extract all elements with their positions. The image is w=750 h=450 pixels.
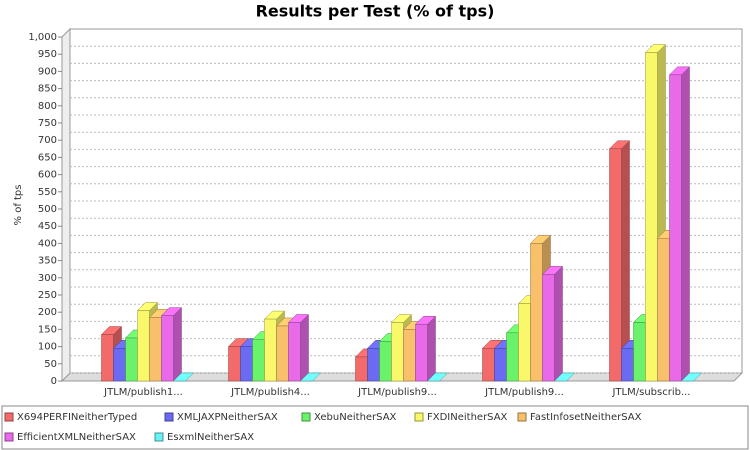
bar-top (553, 372, 576, 382)
y-tick-label: 100 (38, 342, 57, 353)
bar (137, 310, 150, 382)
bar (542, 274, 555, 382)
bar (101, 334, 114, 382)
bar-top (172, 372, 195, 382)
bar (403, 329, 416, 382)
y-tick-label: 600 (38, 170, 57, 181)
y-tick-label: 500 (38, 204, 57, 215)
legend-swatch (414, 412, 424, 422)
bar (609, 148, 622, 382)
bar (379, 341, 392, 382)
bar (415, 323, 428, 382)
y-tick-label: 900 (38, 66, 57, 77)
bar-side (554, 265, 563, 382)
x-tick-label: JTLM/publish1... (103, 387, 183, 398)
bar (621, 348, 634, 382)
y-tick-label: 950 (38, 49, 57, 60)
y-tick-label: 850 (38, 84, 57, 95)
y-tick-label: 200 (38, 307, 57, 318)
bar (355, 356, 368, 382)
y-tick-label: 650 (38, 152, 57, 163)
bar (125, 337, 138, 382)
bar (669, 74, 682, 382)
y-tick-label: 750 (38, 118, 57, 129)
legend-label: FXDINeitherSAX (427, 412, 508, 423)
bar-side (681, 66, 690, 382)
bar-top (299, 372, 322, 382)
legend-swatch (154, 432, 164, 442)
bar-top (426, 372, 449, 382)
bar (240, 346, 253, 382)
x-tick-label: JTLM/publish9... (484, 387, 564, 398)
y-tick-label: 50 (44, 359, 57, 370)
y-tick-label: 350 (38, 256, 57, 267)
x-tick-label: JTLM/publish9... (357, 387, 437, 398)
bar-side (173, 307, 182, 382)
bar (161, 315, 174, 382)
x-tick-label: JTLM/subscrib... (611, 387, 690, 398)
side-wall (61, 27, 71, 383)
bar-side (300, 313, 309, 382)
bar (288, 322, 301, 382)
legend-label: XMLJAXPNeitherSAX (177, 412, 278, 423)
legend-swatch (517, 412, 527, 422)
bar (633, 322, 646, 382)
bar (276, 325, 289, 382)
y-tick-label: 400 (38, 238, 57, 249)
legend-swatch (4, 412, 14, 422)
bar (657, 237, 670, 382)
legend-label: FastInfosetNeitherSAX (530, 412, 642, 423)
legend-label: EsxmlNeitherSAX (167, 432, 254, 443)
y-tick-label: 0 (51, 376, 57, 387)
bar (149, 317, 162, 382)
legend-box (1, 405, 749, 450)
bar (113, 348, 126, 382)
legend-label: EfficientXMLNeitherSAX (17, 432, 136, 443)
y-axis-label: % of tps (13, 185, 24, 226)
y-tick-label: 150 (38, 324, 57, 335)
bar (645, 52, 658, 382)
bar-side (427, 315, 436, 382)
bar (482, 348, 495, 382)
bar-top (680, 372, 703, 382)
y-tick-label: 550 (38, 187, 57, 198)
legend-swatch (164, 412, 174, 422)
legend-swatch (301, 412, 311, 422)
bar (264, 318, 277, 382)
legend-swatch (4, 432, 14, 442)
y-tick-label: 250 (38, 290, 57, 301)
legend-label: XebuNeitherSAX (314, 412, 397, 423)
y-tick-label: 1,000 (28, 32, 57, 43)
bar (367, 348, 380, 382)
bar (494, 348, 507, 382)
bar (228, 346, 241, 382)
y-tick-label: 300 (38, 273, 57, 284)
x-tick-label: JTLM/publish4... (230, 387, 310, 398)
bar (530, 243, 543, 382)
y-tick-label: 450 (38, 221, 57, 232)
y-tick-label: 800 (38, 101, 57, 112)
bar (391, 322, 404, 382)
chart-title: Results per Test (% of tps) (256, 2, 495, 21)
bar (518, 303, 531, 382)
y-tick-label: 700 (38, 135, 57, 146)
bar (252, 339, 265, 382)
bar (506, 332, 519, 382)
legend-label: X694PERFINeitherTyped (17, 412, 137, 423)
